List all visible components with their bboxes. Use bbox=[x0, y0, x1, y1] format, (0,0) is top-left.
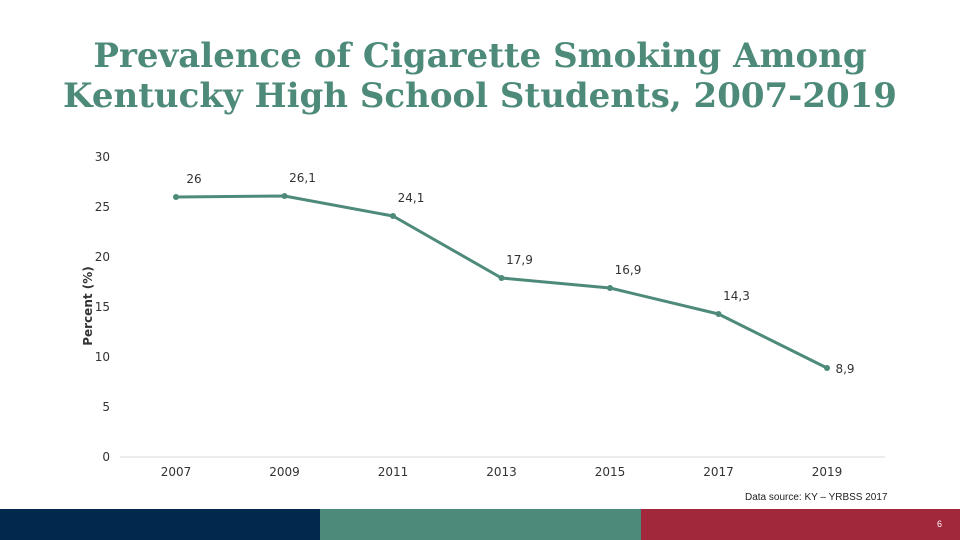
data-label: 16,9 bbox=[615, 263, 642, 277]
data-point bbox=[715, 311, 722, 317]
page-title: Prevalence of Cigarette Smoking Among Ke… bbox=[0, 36, 960, 116]
data-point bbox=[281, 193, 288, 199]
data-point bbox=[607, 285, 613, 291]
data-source-note: Data source: KY – YRBSS 2017 bbox=[745, 492, 888, 503]
data-point bbox=[390, 213, 396, 219]
y-axis-label: Percent (%) bbox=[81, 266, 95, 346]
y-tick-label: 20 bbox=[95, 250, 110, 264]
data-label: 17,9 bbox=[506, 253, 533, 267]
page-number: 6 bbox=[936, 519, 942, 529]
title-line-2: Kentucky High School Students, 2007-2019 bbox=[63, 76, 897, 116]
x-tick-label: 2007 bbox=[161, 465, 192, 479]
y-tick-label: 0 bbox=[102, 450, 110, 464]
footer-red-segment: 6 bbox=[641, 509, 960, 540]
y-tick-label: 5 bbox=[102, 400, 110, 414]
x-tick-label: 2017 bbox=[703, 465, 734, 479]
x-tick-label: 2009 bbox=[269, 465, 300, 479]
data-label: 8,9 bbox=[835, 362, 854, 376]
x-tick-label: 2019 bbox=[812, 465, 843, 479]
data-labels: 26 26,1 24,1 17,9 16,9 14,3 8,9 bbox=[186, 171, 854, 376]
footer-bar: 6 bbox=[0, 509, 960, 540]
y-tick-label: 10 bbox=[95, 350, 110, 364]
y-tick-label: 30 bbox=[95, 150, 110, 164]
x-tick-label: 2011 bbox=[378, 465, 409, 479]
footer-navy-segment bbox=[0, 509, 320, 540]
x-tick-labels: 2007 2009 2011 2013 2015 2017 2019 bbox=[161, 465, 843, 479]
y-tick-label: 25 bbox=[95, 200, 110, 214]
data-point bbox=[824, 365, 830, 371]
data-label: 26 bbox=[186, 172, 201, 186]
footer-green-segment bbox=[320, 509, 641, 540]
data-point bbox=[498, 275, 505, 281]
data-points bbox=[173, 193, 830, 371]
data-label: 14,3 bbox=[723, 289, 750, 303]
data-point bbox=[173, 194, 179, 200]
y-tick-labels: 0 5 10 15 20 25 30 bbox=[95, 150, 110, 464]
series-line bbox=[175, 194, 828, 370]
title-line-1: Prevalence of Cigarette Smoking Among bbox=[93, 36, 867, 76]
data-label: 26,1 bbox=[289, 171, 316, 185]
x-tick-label: 2015 bbox=[595, 465, 626, 479]
y-tick-label: 15 bbox=[95, 300, 110, 314]
x-tick-label: 2013 bbox=[486, 465, 517, 479]
data-label: 24,1 bbox=[398, 191, 425, 205]
